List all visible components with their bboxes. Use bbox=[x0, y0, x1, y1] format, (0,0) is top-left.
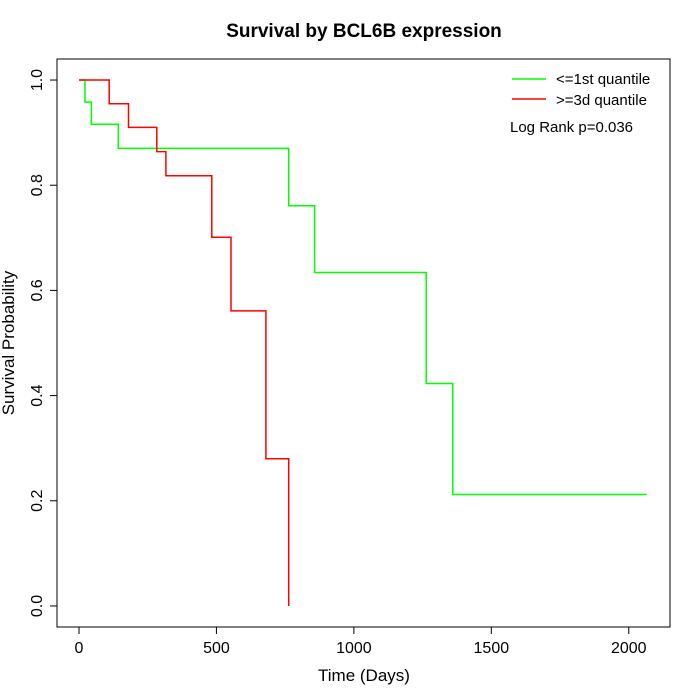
x-tick-label: 500 bbox=[203, 640, 230, 657]
y-tick-label: 0.0 bbox=[29, 595, 46, 617]
x-tick-label: 0 bbox=[75, 640, 84, 657]
series-layer bbox=[79, 79, 647, 606]
x-tick-label: 1000 bbox=[336, 640, 372, 657]
plot-frame bbox=[56, 58, 671, 628]
series-line-high-quantile bbox=[79, 79, 290, 606]
log-rank-annotation: Log Rank p=0.036 bbox=[510, 119, 633, 136]
y-tick-label: 0.2 bbox=[29, 490, 46, 512]
y-tick-label: 0.4 bbox=[29, 384, 46, 406]
x-tick-label: 1500 bbox=[474, 640, 510, 657]
chart-title: Survival by BCL6B expression bbox=[226, 21, 502, 42]
legend-label-high: >=3d quantile bbox=[556, 92, 647, 109]
y-axis-label: Survival Probability bbox=[0, 270, 18, 415]
series-line-low-quantile bbox=[79, 79, 647, 496]
y-tick-label: 0.6 bbox=[29, 279, 46, 301]
y-tick-label: 1.0 bbox=[29, 69, 46, 91]
x-axis: 0 500 1000 1500 2000 bbox=[75, 627, 647, 657]
legend: <=1st quantile >=3d quantile bbox=[512, 71, 650, 109]
legend-label-low: <=1st quantile bbox=[556, 71, 650, 88]
y-tick-label: 0.8 bbox=[29, 174, 46, 196]
x-axis-label: Time (Days) bbox=[318, 666, 410, 685]
y-axis: 0.0 0.2 0.4 0.6 0.8 1.0 bbox=[29, 69, 57, 617]
x-tick-label: 2000 bbox=[611, 640, 647, 657]
